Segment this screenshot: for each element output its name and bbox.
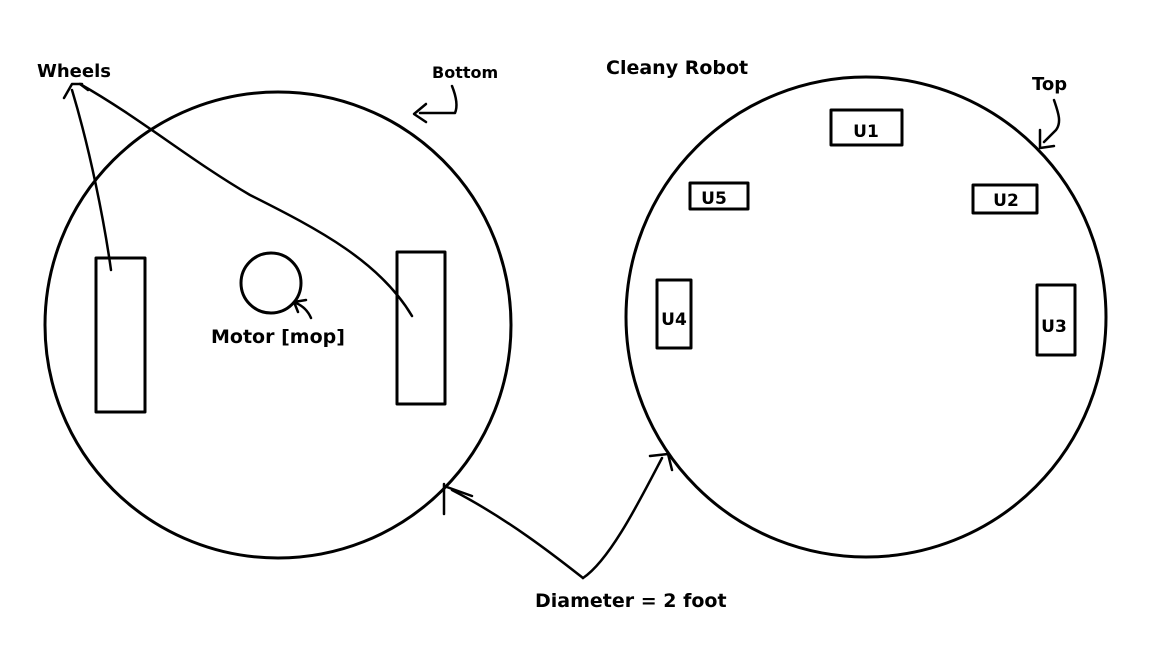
left-wheel-pointer [70, 88, 113, 272]
diameter-annotation: Diameter = 2 foot [442, 452, 727, 612]
diameter-pointer-left [450, 488, 585, 580]
right-wheel [395, 250, 447, 406]
diagram-title: Cleany Robot [606, 57, 748, 79]
wheels-label: Wheels [37, 61, 111, 82]
right-wheel-pointer [78, 82, 414, 318]
motor-label: Motor [mop] [211, 326, 345, 348]
motor-pointer-arrow [292, 298, 313, 320]
sensor-u4-label: U4 [661, 310, 687, 330]
bottom-view-label: Bottom [432, 63, 498, 82]
top-view: U1 U2 U3 U4 U5 Top [624, 74, 1108, 559]
sensor-u1-label: U1 [853, 122, 879, 142]
bottom-view: Wheels Motor [mop] Bottom [37, 61, 513, 560]
sensor-u5-box [688, 181, 750, 211]
top-pointer-arrow [1038, 98, 1061, 150]
bottom-pointer-arrow [412, 84, 458, 124]
sensor-u5-label: U5 [701, 189, 727, 209]
sensor-u2-label: U2 [993, 191, 1019, 211]
sensor-u3-label: U3 [1041, 317, 1067, 337]
diameter-label: Diameter = 2 foot [535, 590, 727, 612]
top-view-label: Top [1032, 74, 1067, 95]
top-body-circle [624, 75, 1108, 559]
wheels-arrowhead [62, 82, 90, 100]
sensor-u2-box [971, 183, 1039, 215]
sensor-u3-box [1035, 283, 1077, 357]
diameter-arrowhead-right [648, 452, 674, 472]
diameter-pointer-right [581, 456, 664, 580]
mop-motor-circle [239, 251, 303, 315]
sensor-u1-box [829, 108, 904, 147]
sensor-u4-box [655, 278, 693, 350]
diameter-arrowhead-left [442, 482, 474, 516]
left-wheel [94, 256, 147, 414]
bottom-body-circle [43, 90, 513, 560]
